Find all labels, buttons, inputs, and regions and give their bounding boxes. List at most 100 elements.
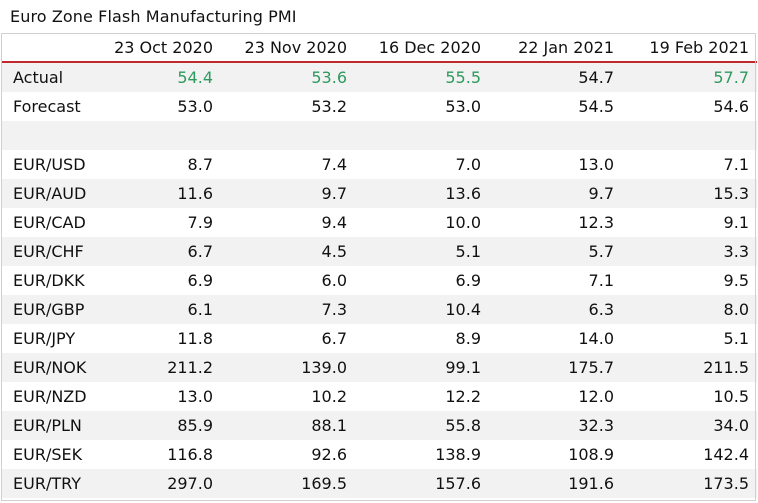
table-cell: 157.6 [355, 469, 489, 498]
table-cell: 10.2 [221, 382, 355, 411]
table-row: Actual 54.4 53.6 55.5 54.7 57.7 [1, 62, 757, 92]
table-row: EUR/AUD 11.6 9.7 13.6 9.7 15.3 [1, 179, 757, 208]
table-cell: 7.4 [221, 150, 355, 179]
table-cell: 6.3 [489, 295, 622, 324]
table-cell: 7.9 [98, 208, 221, 237]
table-cell [489, 121, 622, 150]
table-cell [622, 121, 757, 150]
row-label: EUR/TRY [1, 469, 98, 498]
table-cell: 139.0 [221, 353, 355, 382]
column-header: 22 Jan 2021 [489, 33, 622, 63]
header-corner [1, 33, 98, 63]
row-label [1, 121, 98, 150]
table-cell: 8.7 [98, 150, 221, 179]
table-row: EUR/USD 8.7 7.4 7.0 13.0 7.1 [1, 150, 757, 179]
table-cell: 5.7 [489, 237, 622, 266]
table-cell: 34.0 [622, 411, 757, 440]
table-cell: 6.1 [98, 295, 221, 324]
table-cell: 12.3 [489, 208, 622, 237]
table-cell: 53.0 [98, 92, 221, 121]
table-cell: 6.7 [221, 324, 355, 353]
table-cell: 5.1 [355, 237, 489, 266]
table-row: Forecast 53.0 53.2 53.0 54.5 54.6 [1, 92, 757, 121]
row-label: Actual [1, 62, 98, 92]
table-cell: 7.1 [622, 150, 757, 179]
table-cell: 6.7 [98, 237, 221, 266]
table-cell: 10.4 [355, 295, 489, 324]
table-cell: 211.5 [622, 353, 757, 382]
row-label: EUR/PLN [1, 411, 98, 440]
table-cell: 88.1 [221, 411, 355, 440]
table-cell: 6.9 [355, 266, 489, 295]
table-cell: 8.9 [355, 324, 489, 353]
table-cell: 57.7 [622, 62, 757, 92]
table-cell: 54.5 [489, 92, 622, 121]
table-row: EUR/JPY 11.8 6.7 8.9 14.0 5.1 [1, 324, 757, 353]
table-cell: 10.5 [622, 382, 757, 411]
row-label: EUR/CHF [1, 237, 98, 266]
table-cell: 13.0 [489, 150, 622, 179]
table-cell: 169.5 [221, 469, 355, 498]
row-label: EUR/AUD [1, 179, 98, 208]
table-cell: 54.7 [489, 62, 622, 92]
table-cell: 53.0 [355, 92, 489, 121]
table-cell: 54.4 [98, 62, 221, 92]
table-cell: 173.5 [622, 469, 757, 498]
table-cell: 8.0 [622, 295, 757, 324]
table-cell: 12.2 [355, 382, 489, 411]
table-cell: 3.3 [622, 237, 757, 266]
column-header: 23 Nov 2020 [221, 33, 355, 63]
table-row: EUR/CAD 7.9 9.4 10.0 12.3 9.1 [1, 208, 757, 237]
row-label: EUR/USD [1, 150, 98, 179]
table-body: Actual 54.4 53.6 55.5 54.7 57.7 Forecast 53.0 53… [1, 62, 757, 498]
table-cell: 55.8 [355, 411, 489, 440]
table-row: EUR/GBP 6.1 7.3 10.4 6.3 8.0 [1, 295, 757, 324]
table-cell: 54.6 [622, 92, 757, 121]
table-cell: 9.4 [221, 208, 355, 237]
table-cell: 13.6 [355, 179, 489, 208]
table-cell: 108.9 [489, 440, 622, 469]
table-cell: 32.3 [489, 411, 622, 440]
table-row: EUR/TRY 297.0 169.5 157.6 191.6 173.5 [1, 469, 757, 498]
row-label: EUR/NZD [1, 382, 98, 411]
row-label: EUR/NOK [1, 353, 98, 382]
table-cell: 5.1 [622, 324, 757, 353]
table-row [1, 121, 757, 150]
table-title: Euro Zone Flash Manufacturing PMI [10, 7, 297, 26]
table-row: EUR/CHF 6.7 4.5 5.1 5.7 3.3 [1, 237, 757, 266]
table-cell: 211.2 [98, 353, 221, 382]
table-row: EUR/NOK 211.2 139.0 99.1 175.7 211.5 [1, 353, 757, 382]
table-cell: 116.8 [98, 440, 221, 469]
table-cell: 55.5 [355, 62, 489, 92]
table-cell: 9.1 [622, 208, 757, 237]
table-cell: 142.4 [622, 440, 757, 469]
table-cell: 13.0 [98, 382, 221, 411]
table-cell: 6.9 [98, 266, 221, 295]
table-cell [355, 121, 489, 150]
table-cell: 9.5 [622, 266, 757, 295]
table-cell: 85.9 [98, 411, 221, 440]
table-cell: 6.0 [221, 266, 355, 295]
table-cell: 191.6 [489, 469, 622, 498]
table-cell [221, 121, 355, 150]
header-row: 23 Oct 2020 23 Nov 2020 16 Dec 2020 22 Jan … [1, 33, 757, 63]
table-cell: 92.6 [221, 440, 355, 469]
table-row: EUR/SEK 116.8 92.6 138.9 108.9 142.4 [1, 440, 757, 469]
row-label: EUR/JPY [1, 324, 98, 353]
table-header: 23 Oct 2020 23 Nov 2020 16 Dec 2020 22 Jan … [1, 33, 757, 63]
table-cell: 53.2 [221, 92, 355, 121]
table-cell: 53.6 [221, 62, 355, 92]
column-header: 23 Oct 2020 [98, 33, 221, 63]
table-cell: 7.3 [221, 295, 355, 324]
table-cell: 12.0 [489, 382, 622, 411]
table-cell: 11.6 [98, 179, 221, 208]
table-cell: 9.7 [489, 179, 622, 208]
table-cell: 175.7 [489, 353, 622, 382]
table-cell: 7.1 [489, 266, 622, 295]
table-cell [98, 121, 221, 150]
table-cell: 99.1 [355, 353, 489, 382]
table-cell: 15.3 [622, 179, 757, 208]
table-cell: 11.8 [98, 324, 221, 353]
table-cell: 297.0 [98, 469, 221, 498]
